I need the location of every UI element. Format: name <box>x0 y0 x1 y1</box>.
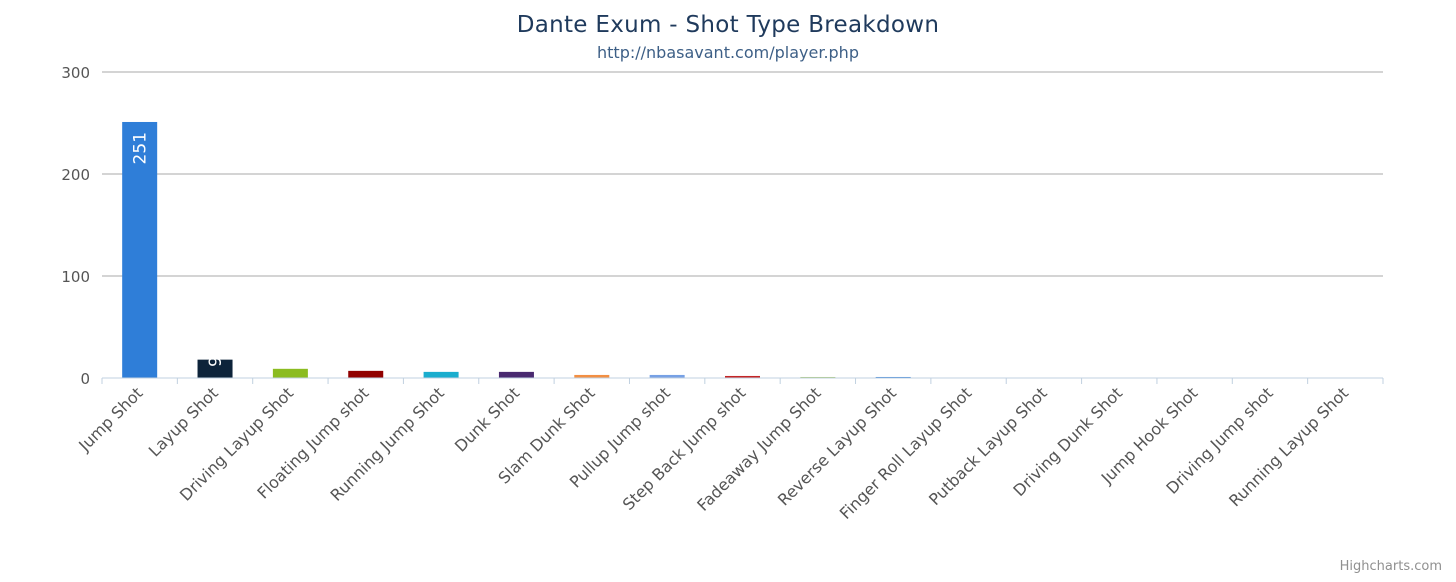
bar[interactable] <box>649 374 685 378</box>
bar[interactable] <box>498 371 534 378</box>
x-tick-label: Dunk Shot <box>451 383 523 455</box>
y-tick-label: 0 <box>80 370 90 388</box>
x-tick-label: Finger Roll Layup Shot <box>836 383 976 523</box>
y-tick-label: 300 <box>61 64 90 82</box>
y-tick-label: 200 <box>61 166 90 184</box>
bar[interactable] <box>197 359 233 378</box>
data-label: 251 <box>131 132 151 164</box>
bar[interactable] <box>348 370 384 378</box>
x-tick-label: Layup Shot <box>145 383 222 460</box>
credits-link[interactable]: Highcharts.com <box>1339 559 1442 574</box>
x-tick-label: Step Back Jump shot <box>619 383 750 514</box>
bar[interactable] <box>725 375 760 378</box>
chart-title: Dante Exum - Shot Type Breakdown <box>516 12 940 38</box>
bar[interactable] <box>875 376 911 378</box>
x-tick-label: Jump Shot <box>74 383 146 455</box>
bar[interactable] <box>423 371 459 378</box>
data-label: 9 <box>206 356 226 367</box>
bar[interactable] <box>272 368 308 378</box>
bar[interactable] <box>800 376 836 378</box>
y-tick-label: 100 <box>61 268 90 286</box>
bars <box>122 121 911 378</box>
data-labels: 251 9 <box>131 132 226 367</box>
bar[interactable] <box>574 374 610 378</box>
bar[interactable] <box>122 121 158 378</box>
x-tick-label: Fadeaway Jump Shot <box>693 383 824 514</box>
y-axis-tick-labels: 0 100 200 300 <box>61 64 90 388</box>
x-axis <box>101 377 1384 384</box>
grid-lines <box>102 71 1383 277</box>
chart-subtitle[interactable]: http://nbasavant.com/player.php <box>597 43 859 62</box>
